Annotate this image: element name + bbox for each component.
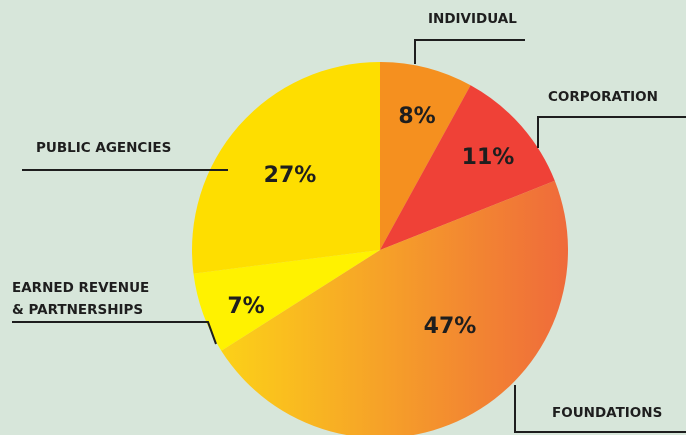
category-label: CORPORATION (548, 89, 658, 105)
pie-slice (193, 250, 380, 351)
value-label: 8% (398, 104, 435, 129)
value-labels: 8% 11% 47% 7% 27% (227, 104, 514, 339)
slices (192, 62, 568, 435)
pie-slice (192, 62, 380, 274)
category-label: FOUNDATIONS (552, 405, 663, 421)
leader-line (514, 385, 686, 433)
value-label: 27% (264, 163, 317, 188)
leader-line (414, 39, 525, 64)
leader-line (537, 116, 686, 148)
value-label: 11% (462, 145, 515, 170)
value-label: 7% (227, 294, 264, 319)
leaders (12, 39, 686, 433)
pie-slice (380, 85, 555, 251)
category-label: PUBLIC AGENCIES (36, 140, 172, 156)
category-label: EARNED REVENUE & PARTNERSHIPS (12, 280, 150, 318)
leader-line (12, 321, 217, 345)
value-label: 47% (424, 314, 477, 339)
category-label: INDIVIDUAL (428, 11, 517, 27)
pie-slice (380, 62, 471, 250)
pie-slice (221, 180, 568, 435)
